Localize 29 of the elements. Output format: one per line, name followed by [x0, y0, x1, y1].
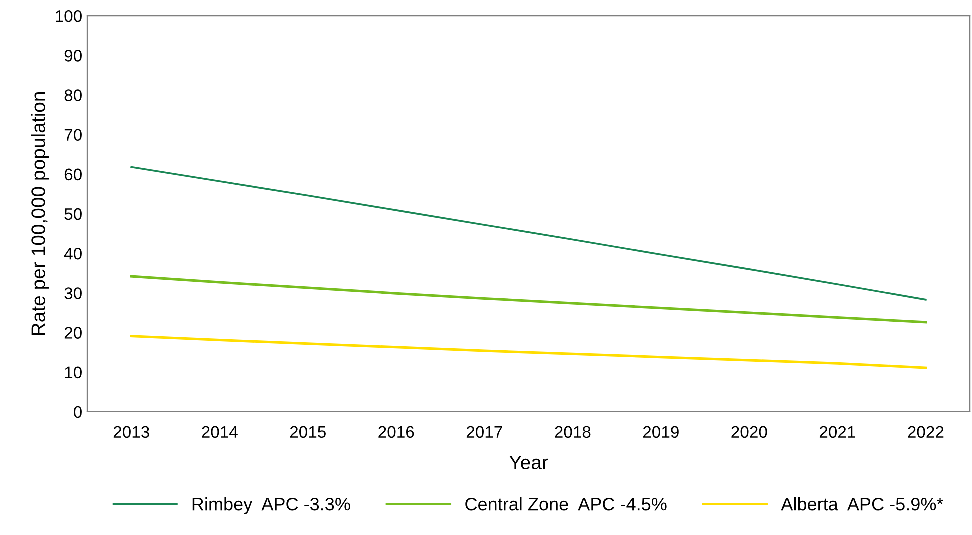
x-tick-label: 2015	[290, 426, 326, 438]
legend-label: Rimbey APC -3.3%	[192, 497, 350, 514]
y-axis-title: Rate per 100,000 population	[31, 92, 50, 336]
x-tick-label: 2017	[466, 426, 502, 438]
x-tick-label: 2016	[378, 426, 414, 438]
y-tick-label: 20	[64, 327, 82, 339]
x-axis-title: Year	[510, 456, 548, 470]
y-tick-label: 100	[56, 10, 82, 22]
x-tick-label: 2013	[114, 426, 150, 438]
x-tick-label: 2022	[908, 426, 944, 438]
y-tick-label: 80	[64, 90, 82, 102]
x-tick-label: 2020	[732, 426, 768, 438]
x-tick-label: 2019	[643, 426, 679, 438]
y-tick-label: 50	[64, 208, 82, 220]
line-series	[130, 275, 928, 324]
x-tick-label: 2021	[820, 426, 856, 438]
y-tick-label: 10	[65, 366, 82, 379]
line-series	[130, 166, 927, 301]
line-series	[130, 335, 928, 370]
y-tick-label: 30	[64, 288, 82, 300]
y-tick-label: 90	[64, 50, 82, 62]
y-tick-label: 40	[64, 248, 82, 260]
x-tick-label: 2014	[202, 426, 238, 438]
y-tick-label: 0	[74, 406, 82, 418]
y-tick-label: 60	[64, 168, 82, 181]
x-tick-label: 2018	[555, 426, 591, 438]
legend-label: Central Zone APC -4.5%	[466, 497, 667, 511]
y-tick-label: 70	[64, 129, 82, 142]
legend-label: Alberta APC -5.9%*	[781, 497, 944, 511]
